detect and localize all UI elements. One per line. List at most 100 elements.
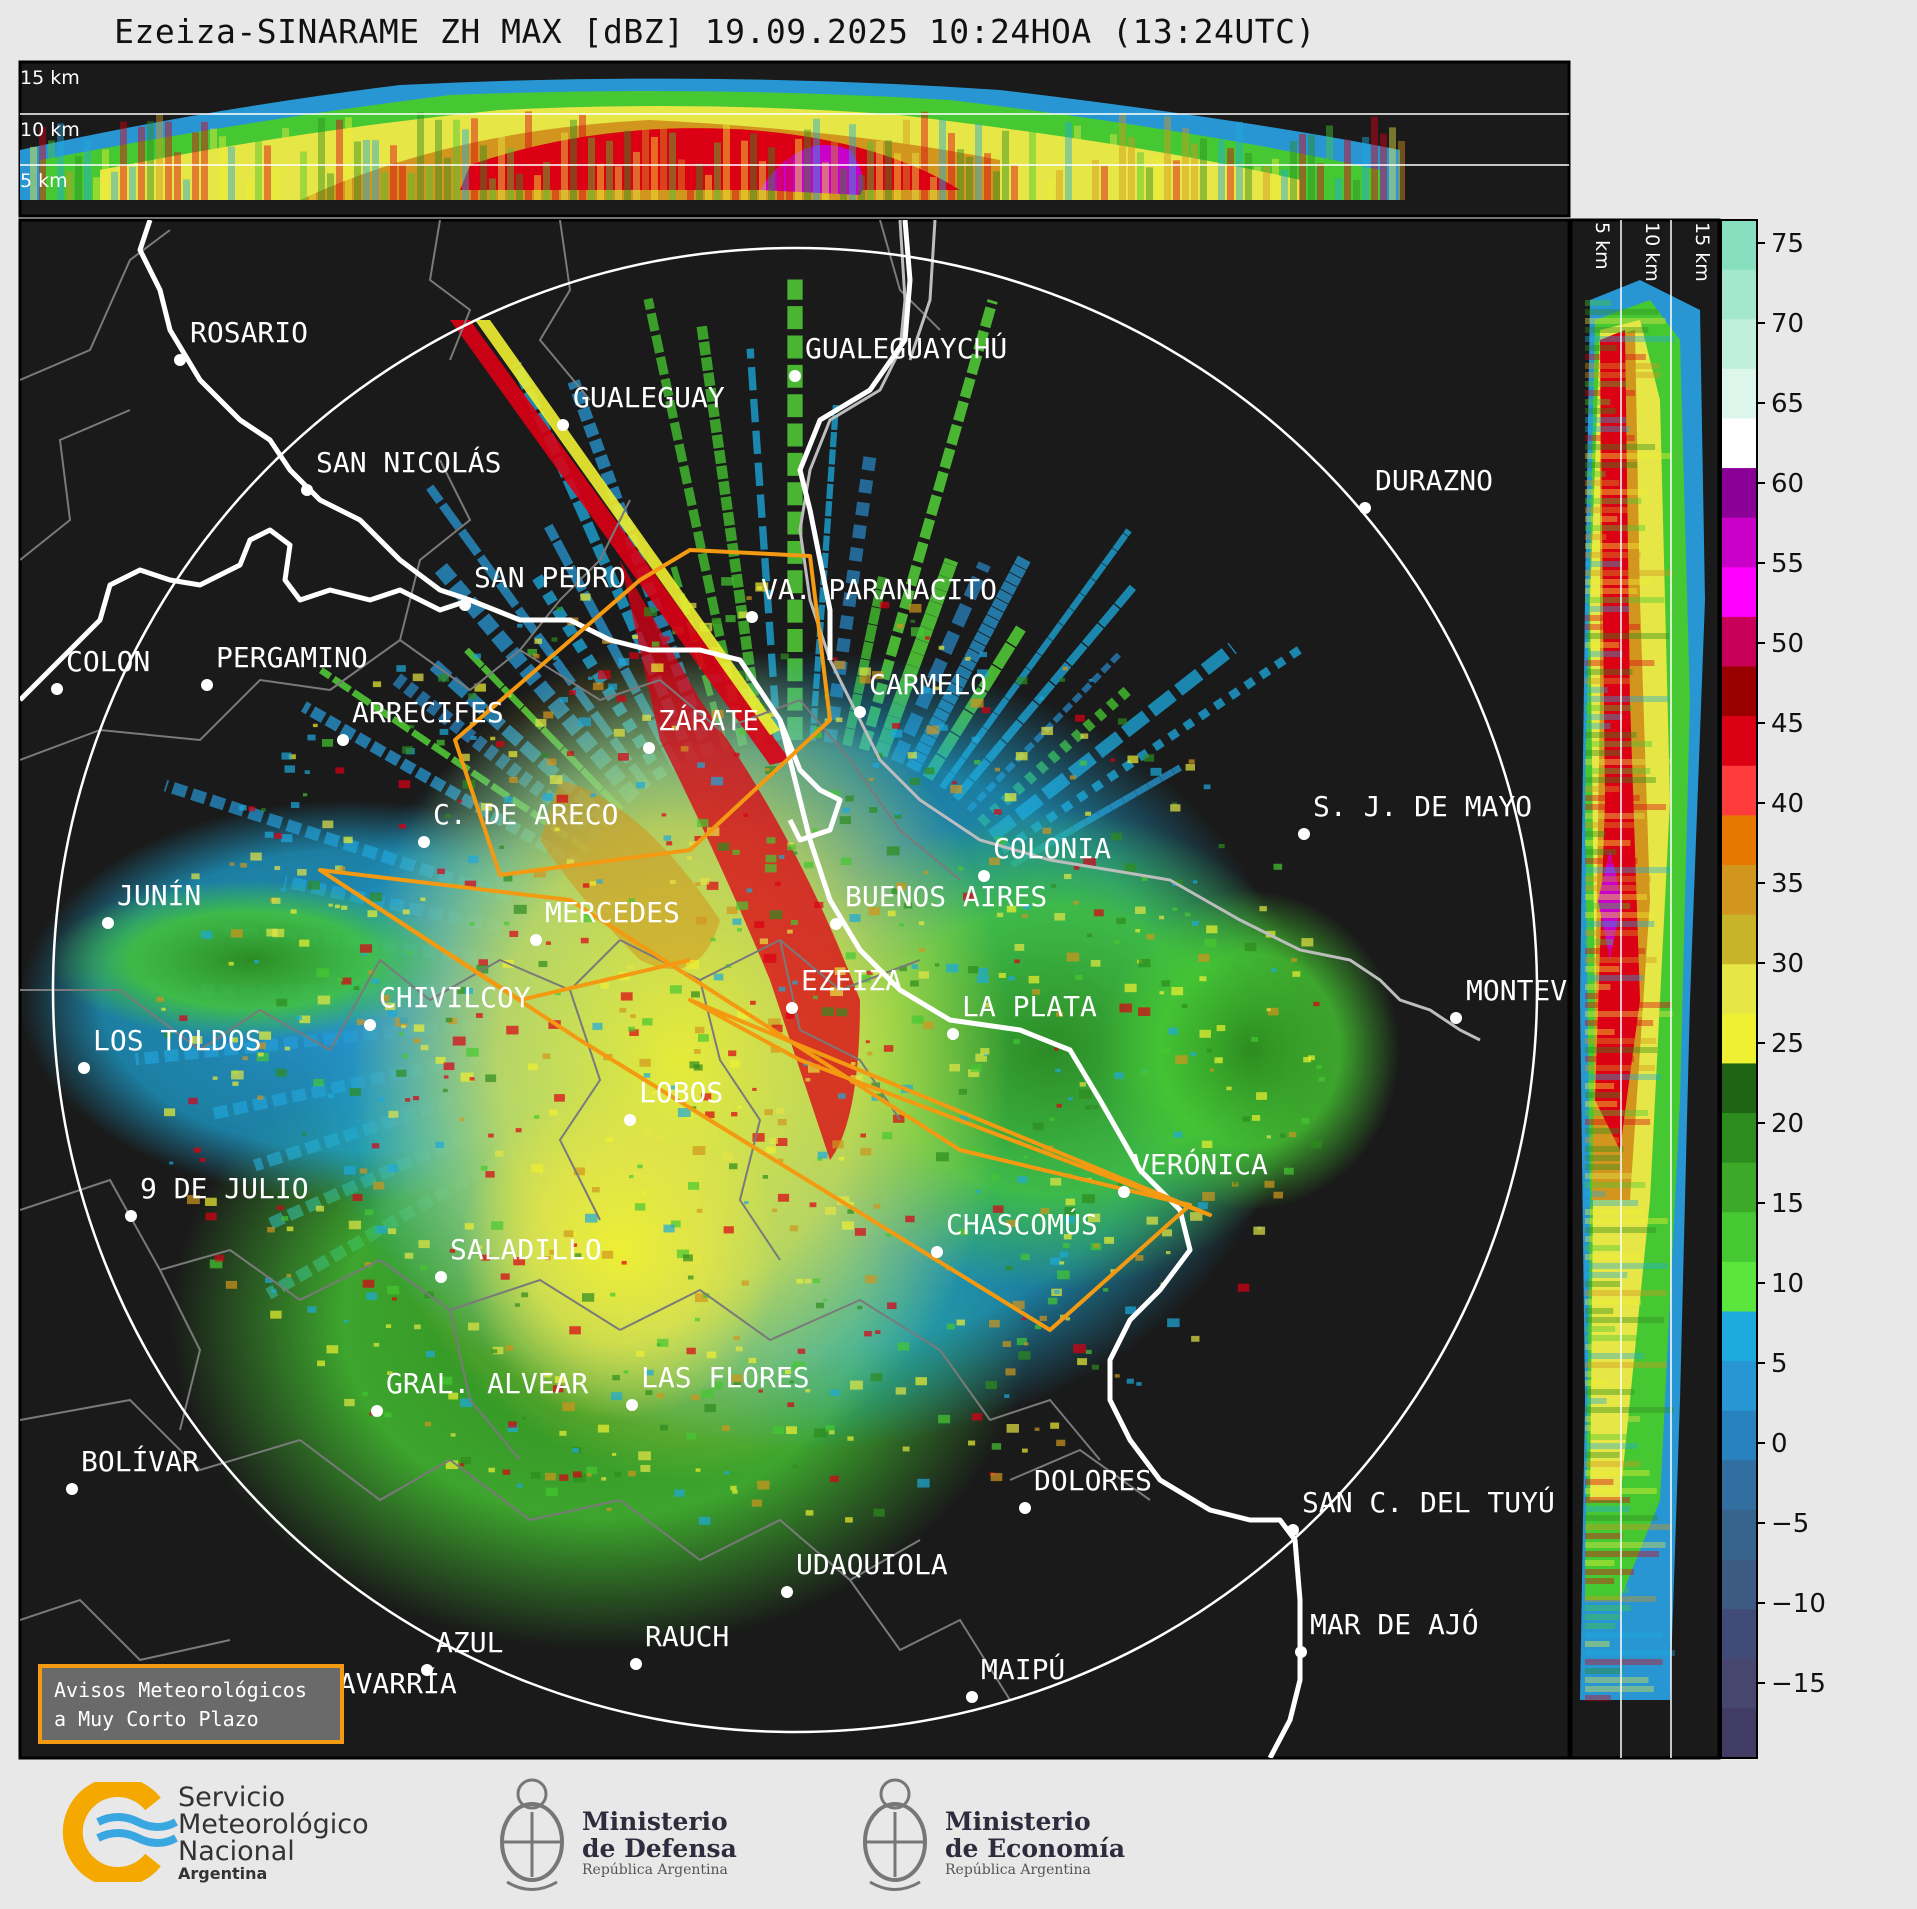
top-km-label-15: 15 km xyxy=(20,67,80,89)
main-map-panel: ROSARIO GUALEGUAYCHÚ GUALEGUAY SAN NICOLÁS D… xyxy=(18,218,1635,1760)
colorbar-segment xyxy=(1721,468,1757,519)
colorbar-tick-label: 40 xyxy=(1771,789,1804,819)
colorbar-segment xyxy=(1721,1460,1757,1511)
colorbar-segment xyxy=(1721,716,1757,767)
city-label-chivilcoy: CHIVILCOY xyxy=(379,981,531,1014)
city-dot-saladillo xyxy=(435,1271,447,1283)
colorbar-segment xyxy=(1721,1361,1757,1412)
colorbar-segment xyxy=(1721,1609,1757,1660)
colorbar-tick-label: 55 xyxy=(1771,549,1804,579)
colorbar-segment xyxy=(1721,220,1757,271)
defensa-line-1: Ministerio xyxy=(582,1807,728,1836)
city-dot-montevideo xyxy=(1450,1012,1462,1024)
colorbar-tick-label: 50 xyxy=(1771,629,1804,659)
colorbar-segment xyxy=(1721,1509,1757,1561)
city-label-saladillo: SALADILLO xyxy=(450,1233,602,1266)
city-label-los-toldos: LOS TOLDOS xyxy=(93,1024,262,1057)
city-label-carmelo: CARMELO xyxy=(869,668,987,701)
city-dot-ezeiza xyxy=(786,1002,798,1014)
colorbar-tick-label: 15 xyxy=(1771,1189,1804,1219)
city-dot-pergamino xyxy=(201,679,213,691)
colorbar-segment xyxy=(1721,1212,1757,1263)
city-dot-va-paranacito xyxy=(746,611,758,623)
colorbar-tick-label: 45 xyxy=(1771,709,1804,739)
city-dot-gral-alvear xyxy=(371,1405,383,1417)
smn-line-1: Servicio xyxy=(178,1782,286,1813)
colorbar-tick-label: 10 xyxy=(1771,1269,1804,1299)
colorbar-segment xyxy=(1721,815,1757,866)
colorbar-tick-label: −5 xyxy=(1771,1509,1809,1539)
colorbar-segment xyxy=(1721,914,1757,965)
colorbar-segment xyxy=(1721,567,1757,618)
city-dot-bolivar xyxy=(66,1483,78,1495)
city-dot-maipu xyxy=(966,1691,978,1703)
city-dot-mar-de-ajo xyxy=(1295,1646,1307,1658)
city-label-colon: COLON xyxy=(66,645,150,678)
city-dot-san-nicolas xyxy=(301,484,313,496)
colorbar-tick-label: 30 xyxy=(1771,949,1804,979)
city-label-gualeguaychu: GUALEGUAYCHÚ xyxy=(805,331,1007,365)
colorbar-segment xyxy=(1721,666,1757,717)
city-label-rosario: ROSARIO xyxy=(190,316,308,349)
radar-range-ring xyxy=(51,246,1539,1734)
city-markers: ROSARIO GUALEGUAYCHÚ GUALEGUAY SAN NICOLÁS D… xyxy=(51,316,1635,1717)
city-label-chascomus: CHASCOMÚS xyxy=(946,1207,1098,1241)
city-dot-colonia xyxy=(978,870,990,882)
city-label-la-plata: LA PLATA xyxy=(962,990,1097,1023)
city-label-9-de-julio: 9 DE JULIO xyxy=(140,1172,309,1205)
city-label-lobos: LOBOS xyxy=(639,1076,723,1109)
city-label-mercedes: MERCEDES xyxy=(545,896,680,929)
city-dot-chivilcoy xyxy=(364,1019,376,1031)
coat-of-arms-icon xyxy=(863,1778,927,1891)
smn-line-2: Meteorológico xyxy=(178,1809,369,1840)
colorbar-tick-label: 25 xyxy=(1771,1029,1804,1059)
colorbar-segment xyxy=(1721,1113,1757,1164)
city-dot-junin xyxy=(102,917,114,929)
city-dot-durazno xyxy=(1359,502,1371,514)
city-label-gualeguay: GUALEGUAY xyxy=(573,381,725,414)
coastline-river-light xyxy=(798,220,1481,1042)
city-label-durazno: DURAZNO xyxy=(1375,464,1493,497)
colorbar-tick-label: 35 xyxy=(1771,869,1804,899)
colorbar-segment xyxy=(1721,1162,1757,1213)
warning-polygons xyxy=(318,548,1212,1332)
defensa-line-2: de Defensa xyxy=(582,1834,737,1863)
city-dot-carmelo xyxy=(854,706,866,718)
top-km-label-10: 10 km xyxy=(20,119,80,141)
chart-title: Ezeiza-SINARAME ZH MAX [dBZ] 19.09.2025 … xyxy=(114,12,1316,51)
city-label-c-de-areco: C. DE ARECO xyxy=(433,798,618,831)
warnings-legend-box: Avisos Meteorológicos a Muy Corto Plazo xyxy=(38,1664,344,1744)
colorbar-segment xyxy=(1721,1013,1757,1064)
city-label-arrecifes: ARRECIFES xyxy=(352,696,504,729)
city-dot-veronica xyxy=(1118,1186,1130,1198)
city-label-mar-de-ajo: MAR DE AJÓ xyxy=(1310,1607,1479,1641)
city-dot-la-plata xyxy=(947,1028,959,1040)
colorbar-segment xyxy=(1721,1658,1757,1709)
city-dot-c-de-areco xyxy=(418,836,430,848)
city-label-san-c-del-tuyu: SAN C. DEL TUYÚ xyxy=(1302,1485,1555,1519)
city-label-maipu: MAIPÚ xyxy=(981,1652,1065,1686)
city-dot-azul xyxy=(421,1664,433,1676)
smn-emblem-icon xyxy=(62,1782,178,1882)
city-label-gral-alvear: GRAL. ALVEAR xyxy=(386,1367,588,1400)
smn-line-4: Argentina xyxy=(178,1864,268,1883)
city-dot-colon xyxy=(51,683,63,695)
colorbar-segment xyxy=(1721,1708,1757,1759)
top-cross-section-panel: 15 km 10 km 5 km xyxy=(18,60,1571,218)
colorbar-segment xyxy=(1721,319,1757,370)
coat-of-arms-icon xyxy=(500,1778,564,1891)
colorbar-tick-label: 60 xyxy=(1771,469,1804,499)
city-dot-las-flores xyxy=(626,1399,638,1411)
city-dot-9-de-julio xyxy=(125,1210,137,1222)
city-label-dolores: DOLORES xyxy=(1034,1464,1152,1497)
city-dot-mercedes xyxy=(530,934,542,946)
radar-echo-layer xyxy=(20,279,1400,1650)
city-label-rauch: RAUCH xyxy=(645,1620,729,1653)
economia-logo: Ministerio de Economía República Argenti… xyxy=(855,1772,1135,1897)
city-label-pergamino: PERGAMINO xyxy=(216,641,368,674)
smn-logo: Servicio Meteorológico Nacional Argentin… xyxy=(58,1782,398,1883)
side-km-label-15: 15 km xyxy=(1691,222,1713,282)
city-dot-chascomus xyxy=(931,1246,943,1258)
